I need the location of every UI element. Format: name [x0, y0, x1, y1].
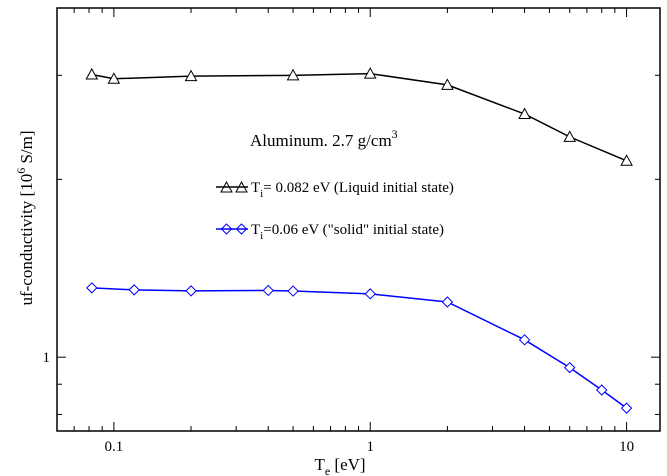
legend-marker-diamond: [235, 223, 248, 235]
legend-marker-triangle: [220, 180, 233, 193]
data-point-diamond: [262, 284, 274, 297]
legend-marker-diamond: [220, 223, 233, 235]
legend: Ti= 0.082 eV (Liquid initial state) Ti=0…: [216, 180, 454, 242]
annotation-material: Aluminum. 2.7 g/cm3: [250, 127, 398, 150]
legend-label-solid: Ti=0.06 eV ("solid" initial state): [251, 222, 444, 242]
data-point-triangle: [85, 67, 99, 80]
data-point-triangle: [107, 72, 121, 84]
data-point-triangle: [363, 67, 377, 79]
data-point-diamond: [596, 384, 608, 396]
legend-label-liquid: Ti= 0.082 eV (Liquid initial state): [251, 180, 454, 200]
data-point-diamond: [441, 296, 454, 308]
data-point-triangle: [441, 78, 454, 90]
data-point-triangle: [563, 130, 577, 142]
data-point-diamond: [518, 334, 531, 346]
y-axis-label: uf-conductivity [106 S/m]: [14, 130, 36, 305]
series-liquid: [85, 67, 633, 166]
data-point-triangle: [518, 107, 531, 120]
axis-ticks: 0.1 1 10 1: [43, 8, 660, 455]
data-point-triangle: [620, 154, 633, 166]
x-tick-label: 1: [366, 439, 374, 455]
series-line: [91, 287, 628, 409]
data-point-diamond: [364, 288, 376, 300]
data-point-diamond: [86, 282, 98, 294]
data-point-diamond: [128, 284, 140, 296]
data-point-diamond: [185, 285, 197, 297]
annotation-sup: 3: [392, 127, 398, 141]
data-point-triangle: [286, 68, 300, 81]
data-point-diamond: [620, 402, 633, 414]
series-solid: [86, 282, 633, 414]
series-layer: [85, 67, 633, 414]
legend-entry-solid: Ti=0.06 eV ("solid" initial state): [216, 222, 444, 242]
x-tick-label: 10: [619, 439, 634, 455]
legend-marker-triangle: [235, 180, 248, 193]
data-point-triangle: [184, 69, 198, 82]
x-axis-label: Te [eV]: [314, 455, 365, 476]
x-tick-label: 0.1: [104, 439, 123, 455]
legend-entry-liquid: Ti= 0.082 eV (Liquid initial state): [216, 180, 454, 200]
y-tick-label: 1: [43, 350, 51, 366]
data-point-diamond: [564, 361, 576, 374]
annotation-main: Aluminum. 2.7 g/cm: [250, 131, 392, 150]
data-point-diamond: [287, 285, 299, 297]
